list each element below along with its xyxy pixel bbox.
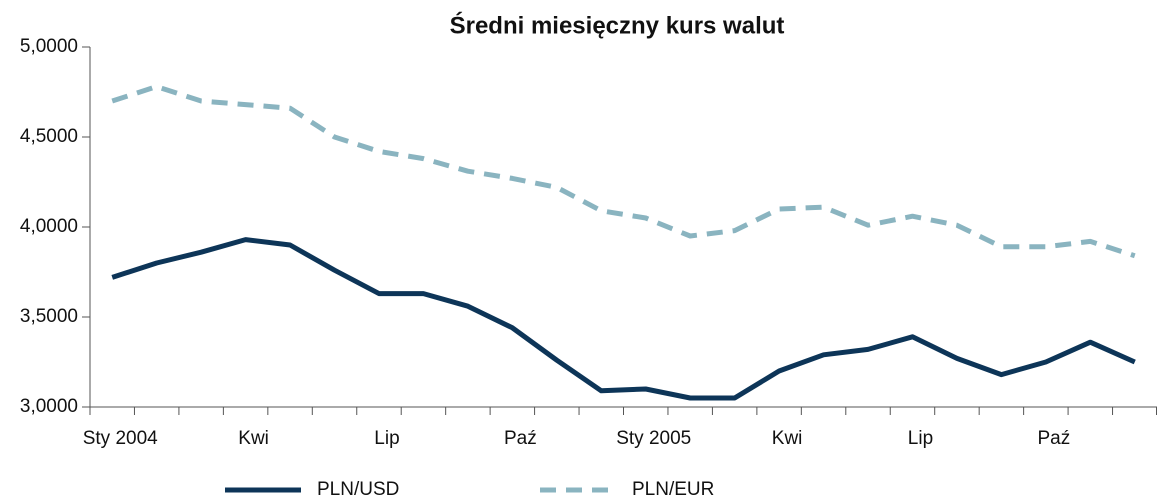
x-tick-label: Kwi <box>238 428 269 449</box>
y-tick-label: 3,5000 <box>20 306 78 327</box>
x-tick-label: Paź <box>504 428 537 449</box>
series-line <box>111 84 1136 259</box>
series-line <box>111 237 1136 401</box>
y-tick-label: 4,5000 <box>20 126 78 147</box>
y-tick-label: 5,0000 <box>20 36 78 57</box>
x-tick-label: Kwi <box>772 428 803 449</box>
x-tick-label: Lip <box>908 428 933 449</box>
legend-label: PLN/EUR <box>632 479 714 500</box>
x-tick-label: Sty 2004 <box>83 428 158 449</box>
legend-label: PLN/USD <box>317 479 399 500</box>
y-tick-label: 3,0000 <box>20 396 78 417</box>
y-tick-label: 4,0000 <box>20 216 78 237</box>
chart-title: Średni miesięczny kurs walut <box>450 11 785 39</box>
x-tick-label: Lip <box>374 428 399 449</box>
x-tick-label: Sty 2005 <box>616 428 691 449</box>
x-tick-label: Paź <box>1037 428 1070 449</box>
